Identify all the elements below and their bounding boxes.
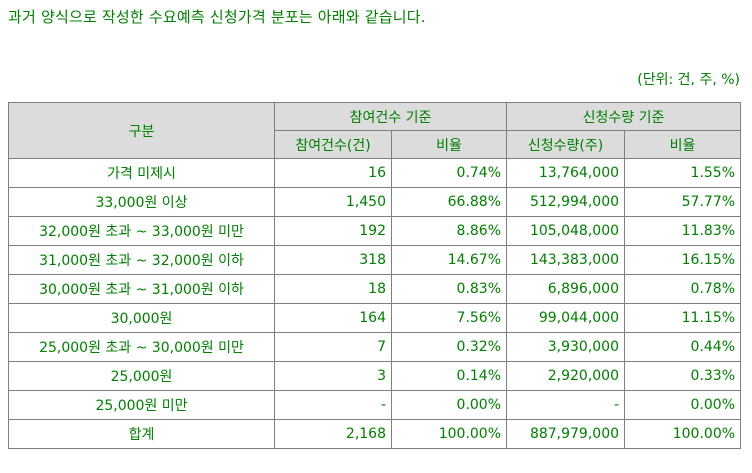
quantity-cell: 6,896,000 bbox=[506, 274, 626, 304]
count-cell: 164 bbox=[274, 303, 392, 333]
table-row: 가격 미제시 16 0.74% 13,764,000 1.55% bbox=[8, 158, 742, 188]
table-row: 합계 2,168 100.00% 887,979,000 100.00% bbox=[8, 419, 742, 449]
count-cell: 192 bbox=[274, 216, 392, 246]
header-row-columns: 참여건수(건) 비율 신청수량(주) 비율 bbox=[9, 130, 742, 159]
count-cell: - bbox=[274, 390, 392, 420]
category-header: 구분 bbox=[8, 102, 275, 159]
count-cell: 2,168 bbox=[274, 419, 392, 449]
count-ratio-cell: 14.67% bbox=[390, 245, 508, 275]
price-range-cell: 32,000원 초과 ~ 33,000원 미만 bbox=[8, 216, 275, 246]
quantity-ratio-cell: 100.00% bbox=[624, 419, 742, 449]
quantity-ratio-cell: 11.83% bbox=[624, 216, 742, 246]
count-ratio-cell: 0.74% bbox=[390, 158, 508, 188]
quantity-ratio-column-header: 비율 bbox=[624, 130, 742, 159]
table-row: 25,000원 초과 ~ 30,000원 미만 7 0.32% 3,930,000 0.… bbox=[8, 332, 742, 362]
table-row: 25,000원 3 0.14% 2,920,000 0.33% bbox=[8, 361, 742, 391]
unit-note: (단위: 건, 주, %) bbox=[637, 72, 740, 88]
quantity-ratio-cell: 57.77% bbox=[624, 187, 742, 217]
table-row: 31,000원 초과 ~ 32,000원 이하 318 14.67% 143,383,… bbox=[8, 245, 742, 275]
price-range-cell: 25,000원 초과 ~ 30,000원 미만 bbox=[8, 332, 275, 362]
count-cell: 16 bbox=[274, 158, 392, 188]
demand-forecast-table: 구분 참여건수 기준 신청수량 기준 참여건수(건) 비율 신청수량(주) 비율… bbox=[8, 102, 742, 449]
quantity-cell: 3,930,000 bbox=[506, 332, 626, 362]
price-range-cell: 가격 미제시 bbox=[8, 158, 275, 188]
quantity-ratio-cell: 0.33% bbox=[624, 361, 742, 391]
table-row: 32,000원 초과 ~ 33,000원 미만 192 8.86% 105,048,0… bbox=[8, 216, 742, 246]
quantity-cell: 512,994,000 bbox=[506, 187, 626, 217]
table-row: 30,000원 164 7.56% 99,044,000 11.15% bbox=[8, 303, 742, 333]
quantity-ratio-cell: 1.55% bbox=[624, 158, 742, 188]
quantity-cell: - bbox=[506, 390, 626, 420]
count-cell: 18 bbox=[274, 274, 392, 304]
price-range-cell: 30,000원 bbox=[8, 303, 275, 333]
count-ratio-cell: 66.88% bbox=[390, 187, 508, 217]
table-row: 33,000원 이상 1,450 66.88% 512,994,000 57.77% bbox=[8, 187, 742, 217]
count-ratio-column-header: 비율 bbox=[390, 130, 508, 159]
count-ratio-cell: 8.86% bbox=[390, 216, 508, 246]
quantity-ratio-cell: 16.15% bbox=[624, 245, 742, 275]
quantity-cell: 105,048,000 bbox=[506, 216, 626, 246]
quantity-cell: 2,920,000 bbox=[506, 361, 626, 391]
count-basis-header: 참여건수 기준 bbox=[273, 102, 508, 131]
price-range-cell: 25,000원 미만 bbox=[8, 390, 275, 420]
price-range-cell: 합계 bbox=[8, 419, 275, 449]
count-cell: 1,450 bbox=[274, 187, 392, 217]
header-row-groups: 구분 참여건수 기준 신청수량 기준 bbox=[8, 102, 742, 159]
count-ratio-cell: 0.83% bbox=[390, 274, 508, 304]
count-cell: 3 bbox=[274, 361, 392, 391]
intro-text: 과거 양식으로 작성한 수요예측 신청가격 분포는 아래와 같습니다. bbox=[8, 8, 426, 26]
price-range-cell: 30,000원 초과 ~ 31,000원 이하 bbox=[8, 274, 275, 304]
quantity-cell: 887,979,000 bbox=[506, 419, 626, 449]
quantity-ratio-cell: 0.78% bbox=[624, 274, 742, 304]
quantity-basis-header: 신청수량 기준 bbox=[506, 102, 742, 131]
count-column-header: 참여건수(건) bbox=[274, 130, 392, 159]
count-ratio-cell: 0.00% bbox=[390, 390, 508, 420]
quantity-ratio-cell: 11.15% bbox=[624, 303, 742, 333]
count-cell: 7 bbox=[274, 332, 392, 362]
table-row: 25,000원 미만 -0.00% -0.00% bbox=[8, 390, 742, 420]
count-ratio-cell: 0.14% bbox=[390, 361, 508, 391]
count-ratio-cell: 7.56% bbox=[390, 303, 508, 333]
price-range-cell: 31,000원 초과 ~ 32,000원 이하 bbox=[8, 245, 275, 275]
quantity-cell: 143,383,000 bbox=[506, 245, 626, 275]
price-range-cell: 25,000원 bbox=[8, 361, 275, 391]
count-ratio-cell: 100.00% bbox=[390, 419, 508, 449]
price-range-cell: 33,000원 이상 bbox=[8, 187, 275, 217]
quantity-cell: 13,764,000 bbox=[506, 158, 626, 188]
count-cell: 318 bbox=[274, 245, 392, 275]
count-ratio-cell: 0.32% bbox=[390, 332, 508, 362]
quantity-ratio-cell: 0.00% bbox=[624, 390, 742, 420]
quantity-cell: 99,044,000 bbox=[506, 303, 626, 333]
quantity-column-header: 신청수량(주) bbox=[506, 130, 626, 159]
quantity-ratio-cell: 0.44% bbox=[624, 332, 742, 362]
table-row: 30,000원 초과 ~ 31,000원 이하 18 0.83% 6,896,000 0… bbox=[8, 274, 742, 304]
